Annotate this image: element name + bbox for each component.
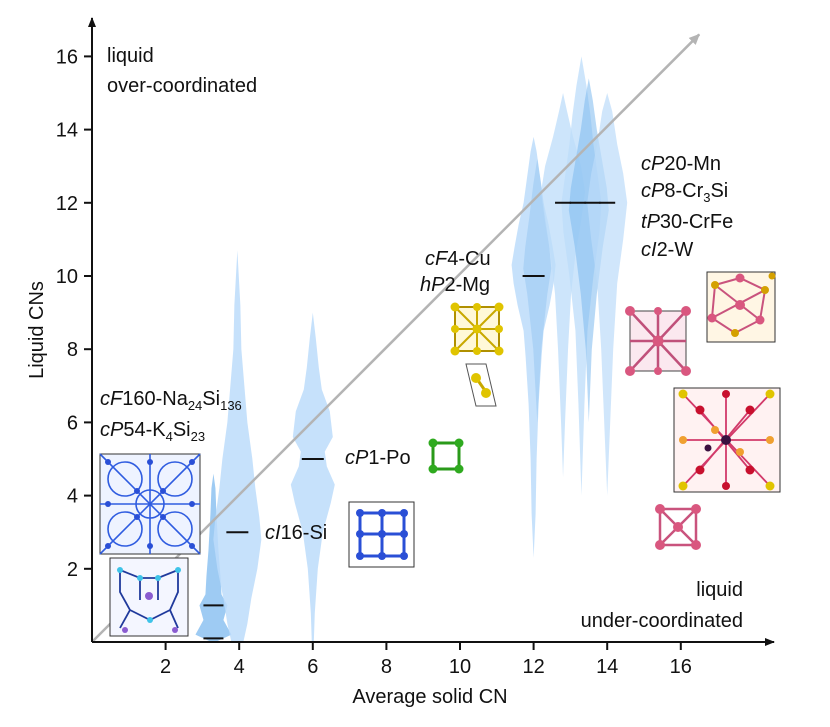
y-axis-title: Liquid CNs <box>26 281 48 379</box>
label-cI16-Si: cI16-Si <box>265 522 327 544</box>
label-cP54-K4Si23: cP54-K4Si23 <box>100 419 205 444</box>
violin-clathrate <box>195 473 232 642</box>
x-tick-label: 2 <box>160 656 171 678</box>
y-tick-label: 6 <box>67 412 78 434</box>
x-tick-label: 4 <box>234 656 245 678</box>
tP30-CrFe-structure <box>673 387 781 493</box>
cI2-W-structure <box>625 306 691 376</box>
y-tick-label: 4 <box>67 486 78 508</box>
label-tP30-CrFe: tP30-CrFe <box>641 211 733 233</box>
y-tick-label: 16 <box>56 46 78 68</box>
label-cP1-Po: cP1-Po <box>345 447 411 469</box>
violin-layer <box>195 56 628 642</box>
y-tick-label: 12 <box>56 193 78 215</box>
x-tick-label: 10 <box>449 656 471 678</box>
corner-label-top-2: over-coordinated <box>107 75 257 97</box>
cP20-Mn-structure <box>706 271 776 343</box>
cP8-Cr3Si-structure <box>655 504 701 550</box>
x-axis-title: Average solid CN <box>352 686 507 708</box>
y-tick-label: 8 <box>67 339 78 361</box>
label-cI2-W: cI2-W <box>641 239 693 261</box>
label-cF160-Na24Si136: cF160-Na24Si136 <box>100 388 242 413</box>
y-ticks: 2 4 6 8 10 12 14 16 <box>56 46 92 581</box>
x-tick-label: 8 <box>381 656 392 678</box>
violin-hP2-Mg <box>523 158 552 423</box>
x-tick-label: 12 <box>522 656 544 678</box>
label-cP8-Cr3Si: cP8-Cr3Si <box>641 180 728 205</box>
clathrate-cF160-structure <box>99 453 201 555</box>
x-tick-label: 14 <box>596 656 618 678</box>
hP2-Mg-structure <box>465 363 497 407</box>
cI16-Si-structure <box>348 501 415 568</box>
median-markers <box>203 201 616 640</box>
y-tick-label: 14 <box>56 120 78 142</box>
label-hP2-Mg: hP2-Mg <box>420 274 490 296</box>
cP1-Po-structure <box>428 438 464 474</box>
y-tick-label: 10 <box>56 266 78 288</box>
violin-cF4-Cu <box>511 136 556 558</box>
x-tick-label: 16 <box>670 656 692 678</box>
y-tick-label: 2 <box>67 559 78 581</box>
x-tick-label: 6 <box>307 656 318 678</box>
corner-label-bottom-1: liquid <box>696 579 743 601</box>
violin-cI16-Si <box>213 250 262 642</box>
corner-label-bottom-2: under-coordinated <box>581 610 743 632</box>
violin-cP1-Po <box>290 312 335 642</box>
cF4-Cu-structure <box>450 302 504 356</box>
label-cF4-Cu: cF4-Cu <box>425 248 491 270</box>
label-cP20-Mn: cP20-Mn <box>641 153 721 175</box>
violin-cI2-W <box>587 93 628 496</box>
clathrate-cP54-structure <box>109 557 189 637</box>
corner-label-top-1: liquid <box>107 45 154 67</box>
x-ticks: 2 4 6 8 10 12 14 16 <box>160 642 692 678</box>
